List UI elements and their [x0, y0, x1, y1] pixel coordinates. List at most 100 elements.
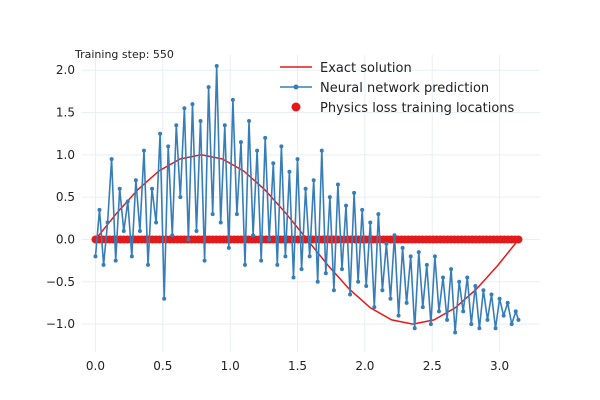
nn-prediction-point: [307, 254, 312, 259]
nn-prediction-point: [174, 123, 179, 128]
nn-prediction-point: [170, 233, 175, 238]
nn-prediction-point: [279, 144, 284, 149]
physics-loss-points-series: [91, 235, 523, 244]
nn-prediction-point: [445, 317, 450, 322]
nn-prediction-point: [198, 119, 203, 123]
nn-prediction-point: [247, 119, 252, 123]
nn-prediction-point: [295, 157, 300, 162]
nn-prediction-point: [368, 220, 373, 225]
nn-prediction-point: [408, 254, 413, 259]
nn-prediction-point: [400, 245, 405, 250]
legend-swatch-marker: [293, 84, 299, 90]
nn-prediction-point: [497, 296, 502, 301]
nn-prediction-point: [190, 102, 195, 107]
nn-prediction-point: [477, 326, 482, 331]
nn-prediction-point: [113, 258, 118, 263]
nn-prediction-point: [352, 190, 357, 195]
legend: Exact solution Neural network prediction P…: [280, 61, 515, 116]
nn-prediction-point: [267, 237, 272, 242]
nn-prediction-point: [182, 106, 187, 111]
nn-prediction-point: [323, 271, 328, 276]
nn-prediction-point: [339, 267, 344, 272]
nn-prediction-point: [259, 258, 264, 263]
nn-prediction-point: [372, 305, 377, 310]
nn-prediction-point: [465, 275, 470, 280]
legend-label: Exact solution: [320, 61, 412, 76]
nn-prediction-point: [166, 144, 171, 149]
legend-label: Physics loss training locations: [320, 101, 515, 116]
x-tick-label: 1.0: [221, 359, 240, 373]
nn-prediction-point: [364, 284, 369, 288]
x-tick-label: 3.0: [490, 359, 509, 373]
nn-prediction-point: [473, 284, 478, 288]
nn-prediction-point: [505, 300, 510, 305]
nn-prediction-point: [335, 182, 340, 187]
nn-prediction-point: [129, 254, 134, 259]
nn-prediction-point: [481, 288, 486, 293]
nn-prediction-point: [331, 288, 336, 293]
nn-prediction-point: [137, 229, 142, 233]
nn-prediction-point: [501, 313, 506, 318]
nn-prediction-point: [461, 309, 466, 314]
nn-prediction-point: [432, 254, 437, 259]
nn-prediction-point: [125, 199, 130, 204]
nn-prediction-point: [255, 148, 260, 153]
nn-prediction-point: [202, 258, 207, 263]
nn-prediction-point: [469, 322, 474, 327]
legend-label: Neural network prediction: [320, 81, 489, 96]
nn-prediction-point: [121, 229, 126, 233]
nn-prediction-point: [230, 97, 235, 102]
x-tick-label: 1.5: [288, 359, 307, 373]
y-axis: −1.0 −0.5 0.0 0.5 1.0 1.5 2.0: [46, 63, 75, 331]
y-tick-label: 1.5: [56, 106, 75, 120]
nn-prediction-point: [416, 250, 421, 255]
nn-prediction-point: [234, 212, 239, 217]
nn-prediction-point: [327, 195, 332, 200]
x-tick-label: 2.0: [355, 359, 374, 373]
legend-swatch-marker: [291, 102, 301, 112]
nn-prediction-point: [489, 292, 494, 297]
nn-prediction-point: [356, 279, 361, 284]
nn-prediction-point: [97, 207, 102, 212]
nn-prediction-point: [384, 241, 389, 246]
nn-prediction-point: [222, 123, 227, 128]
nn-prediction-point: [150, 186, 155, 191]
nn-prediction-point: [428, 322, 433, 327]
nn-prediction-point: [513, 309, 518, 314]
nn-prediction-point: [388, 296, 393, 301]
nn-prediction-point: [509, 322, 514, 327]
physics-loss-point: [514, 235, 523, 244]
nn-prediction-point: [287, 169, 292, 174]
nn-prediction-point: [271, 161, 276, 166]
nn-prediction-point: [117, 186, 122, 191]
y-tick-label: −1.0: [46, 317, 75, 331]
nn-prediction-point: [412, 326, 417, 331]
nn-prediction-point: [291, 275, 296, 280]
nn-prediction-point: [133, 178, 138, 183]
nn-prediction-point: [453, 330, 458, 335]
nn-prediction-point: [319, 148, 324, 153]
nn-prediction-point: [162, 296, 167, 301]
legend-item: Exact solution: [280, 61, 412, 76]
nn-prediction-point: [283, 254, 288, 259]
nn-prediction-point: [214, 64, 219, 68]
nn-prediction-point: [263, 135, 268, 140]
nn-prediction-point: [348, 292, 353, 297]
nn-prediction-line: [94, 65, 520, 334]
y-tick-label: 2.0: [56, 63, 75, 77]
nn-prediction-point: [206, 85, 211, 90]
nn-prediction-point: [457, 279, 462, 284]
x-tick-label: 0.0: [86, 359, 105, 373]
nn-prediction-point: [392, 233, 397, 238]
nn-prediction-point: [242, 262, 247, 267]
nn-prediction-point: [109, 157, 114, 162]
nn-prediction-point: [93, 254, 98, 259]
nn-prediction-point: [146, 262, 151, 267]
y-tick-label: −0.5: [46, 275, 75, 289]
nn-prediction-point: [251, 233, 256, 238]
nn-prediction-point: [315, 279, 320, 284]
legend-item: Physics loss training locations: [291, 101, 515, 116]
nn-prediction-point: [404, 300, 409, 305]
grid: [82, 55, 540, 352]
nn-prediction-point: [420, 305, 425, 310]
